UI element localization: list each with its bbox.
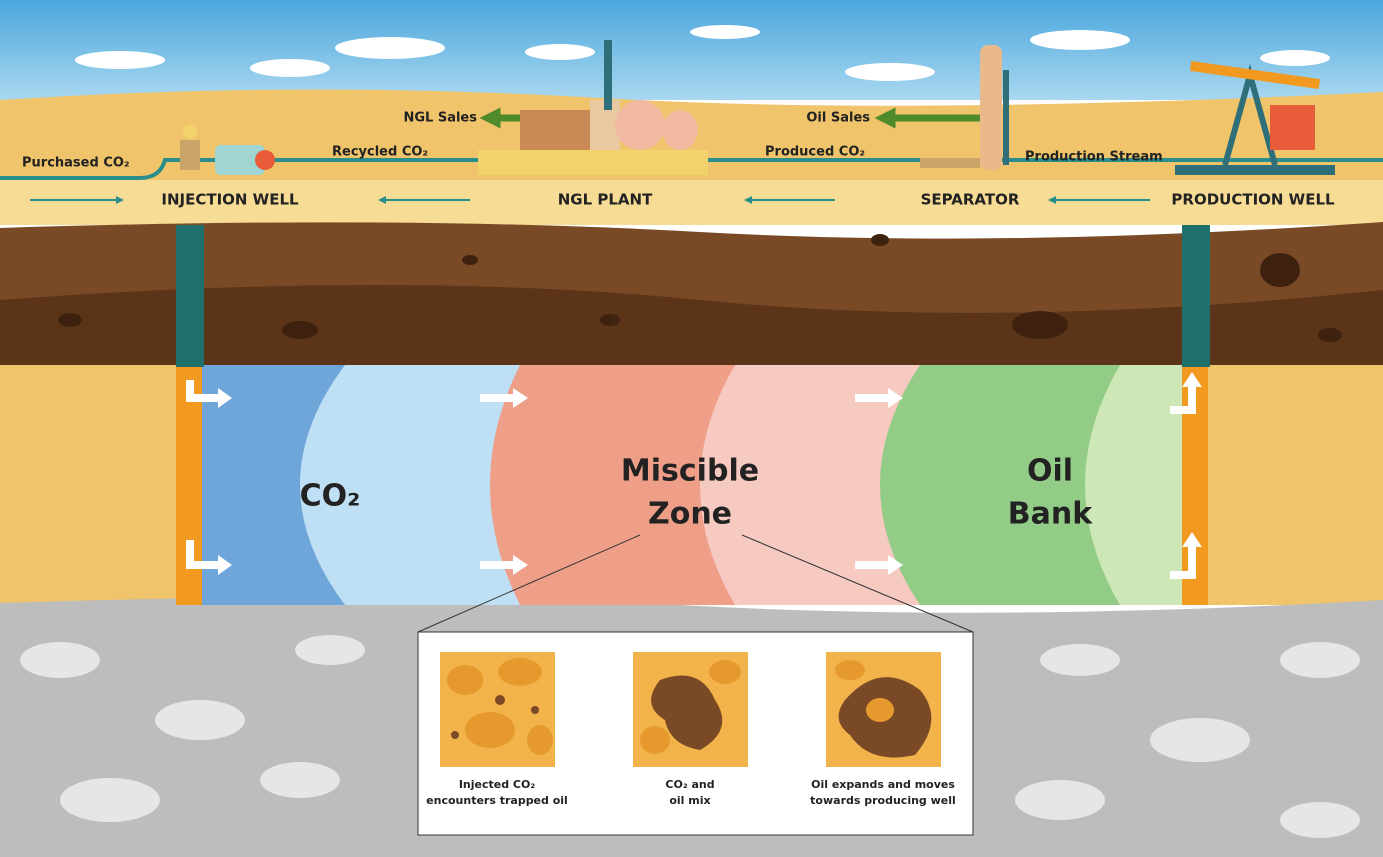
separator	[920, 45, 1009, 170]
station-label: PRODUCTION WELL	[1171, 191, 1335, 209]
panel-caption: towards producing well	[810, 794, 956, 807]
injection-facility	[180, 125, 275, 175]
sand-light	[0, 180, 1383, 225]
flow-label: NGL Sales	[403, 111, 477, 126]
station-label: INJECTION WELL	[161, 191, 299, 209]
callout-lines	[417, 534, 974, 633]
zone-label: Miscible	[621, 454, 759, 489]
panel-caption: oil mix	[669, 794, 710, 807]
injection-casing	[176, 225, 204, 367]
clouds	[75, 25, 1330, 81]
zone-label: CO₂	[300, 479, 361, 514]
ngl-plant	[478, 40, 708, 175]
panel-caption: Injected CO₂	[459, 778, 536, 791]
station-label: NGL PLANT	[558, 191, 653, 209]
soil-stones	[58, 234, 1342, 342]
panel-caption: encounters trapped oil	[426, 794, 568, 807]
panel-caption: Oil expands and moves	[811, 778, 955, 791]
station-label: SEPARATOR	[921, 191, 1020, 209]
zone-label: Zone	[648, 497, 732, 532]
flow-label: Purchased CO₂	[22, 156, 130, 171]
flow-label: Production Stream	[1025, 150, 1163, 165]
flow-label: Oil Sales	[806, 111, 870, 126]
pipeline	[0, 158, 1383, 180]
production-casing	[1182, 225, 1210, 367]
zone-co2	[200, 365, 345, 605]
pore-panels	[440, 652, 941, 767]
zones	[200, 365, 1185, 605]
zone-label: Oil	[1027, 454, 1073, 489]
rock-stones	[20, 635, 1360, 838]
panel-caption: CO₂ and	[665, 778, 714, 791]
flow-arrows	[186, 380, 1196, 579]
flow-label: Produced CO₂	[765, 145, 865, 160]
soil-dark	[0, 285, 1383, 368]
zone-label: Bank	[1008, 497, 1093, 532]
flow-label: Recycled CO₂	[332, 145, 428, 160]
flow-arrowheads	[218, 372, 1202, 575]
pump-jack	[1175, 61, 1335, 175]
injection-perforation	[176, 367, 202, 605]
sky	[0, 0, 1383, 100]
